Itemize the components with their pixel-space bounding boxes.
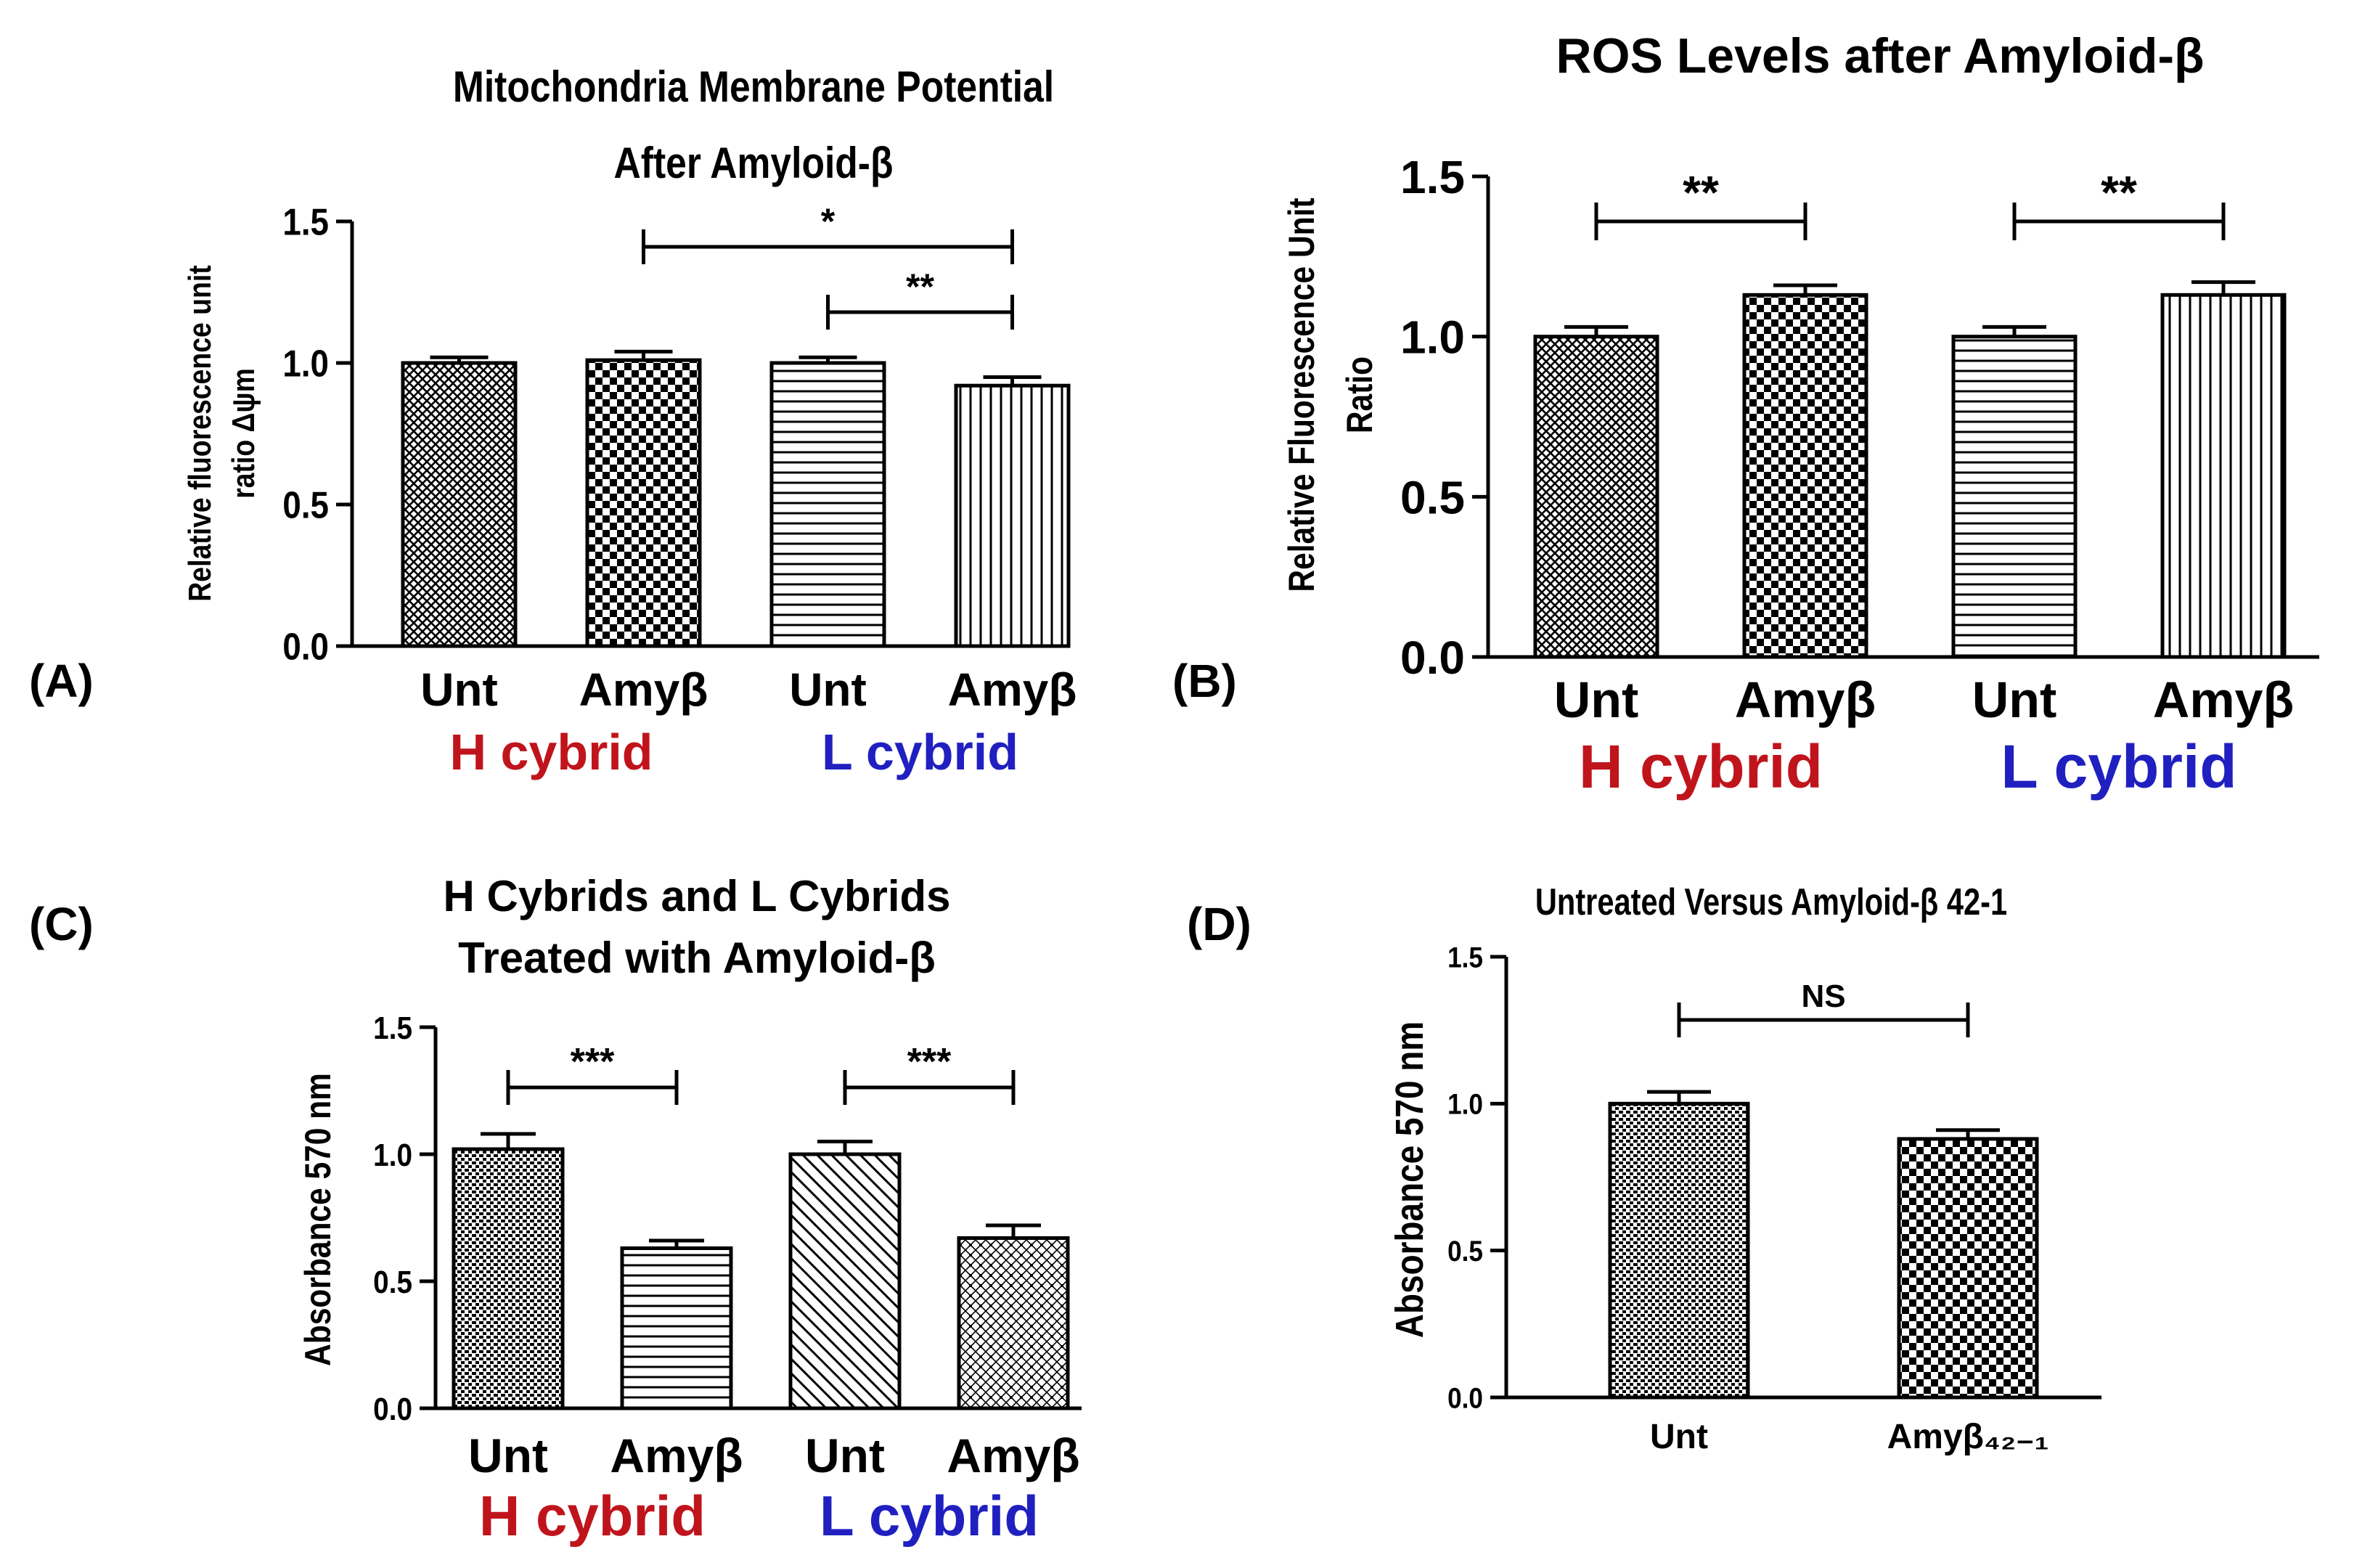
significance-label: ** xyxy=(1683,166,1719,219)
group-label: L cybrid xyxy=(820,1484,1039,1548)
y-tick-label: 0.0 xyxy=(1400,632,1465,684)
y-axis-label: Absorbance 570 nm xyxy=(1388,1021,1431,1338)
category-label: Amyβ xyxy=(610,1429,743,1482)
panel-d-chart: 0.0 0.5 1.0 1.5 Absorbance 570 nm Unt Amyβ₄₂₋₁… xyxy=(1388,941,2101,1456)
category-label: Unt xyxy=(420,663,498,716)
y-axis-label: ratio Δψm xyxy=(225,368,261,499)
panel-a-label: (A) xyxy=(29,655,94,707)
panel-a-chart: 0.0 0.5 1.0 1.5 Relative fluorescence unit ra… xyxy=(181,201,1077,780)
bar xyxy=(2160,293,2287,659)
panel-d: (D) Untreated Versus Amyloid-β 42-1 0.00… xyxy=(1187,881,2101,1456)
panel-c-label: (C) xyxy=(29,898,94,950)
significance-label: ** xyxy=(906,266,934,307)
bar xyxy=(620,1246,733,1410)
panel-c-subtitle: Treated with Amyloid-β xyxy=(458,934,936,982)
y-tick-label: 0.0 xyxy=(282,626,329,668)
category-label: Amyβ xyxy=(947,1429,1079,1482)
group-label: L cybrid xyxy=(2001,732,2237,801)
bar xyxy=(769,361,886,648)
category-label: Amyβ xyxy=(948,663,1077,716)
category-label: Amyβ xyxy=(579,663,708,716)
bar xyxy=(788,1152,902,1410)
group-label: H cybrid xyxy=(1579,732,1823,801)
category-label: Amyβ xyxy=(1735,671,1876,728)
panel-a-title: Mitochondria Membrane Potential xyxy=(453,62,1054,111)
significance-label: NS xyxy=(1801,979,1845,1014)
panel-a: (A) Mitochondria Membrane Potential Afte… xyxy=(29,62,1077,780)
panel-c-title: H Cybrids and L Cybrids xyxy=(443,872,950,920)
panel-b-title: ROS Levels after Amyloid-β xyxy=(1556,28,2205,83)
y-tick-label: 1.0 xyxy=(1447,1088,1483,1121)
category-label: Amyβ xyxy=(2153,671,2294,728)
bar xyxy=(585,358,702,648)
significance-label: * xyxy=(821,201,836,242)
y-tick-label: 1.0 xyxy=(282,343,329,385)
y-tick-label: 0.0 xyxy=(373,1390,412,1426)
y-tick-label: 1.0 xyxy=(1400,311,1465,364)
significance-label: *** xyxy=(571,1041,615,1083)
y-tick-label: 1.5 xyxy=(282,202,329,243)
significance-label: *** xyxy=(907,1041,952,1083)
panel-d-label: (D) xyxy=(1187,898,1251,950)
y-tick-label: 0.0 xyxy=(1447,1381,1483,1414)
panel-b-label: (B) xyxy=(1172,655,1237,707)
group-label: L cybrid xyxy=(822,724,1018,780)
y-tick-label: 1.5 xyxy=(1400,151,1465,203)
bar xyxy=(452,1147,565,1410)
category-label: Unt xyxy=(805,1429,885,1482)
bar xyxy=(1742,293,1868,659)
y-axis-label: Ratio xyxy=(1339,356,1380,433)
bar xyxy=(1897,1137,2039,1400)
y-axis-label: Relative Fluorescence Unit xyxy=(1281,197,1322,592)
category-label: Unt xyxy=(468,1429,548,1482)
y-tick-label: 0.5 xyxy=(1400,471,1465,523)
y-tick-label: 0.5 xyxy=(1447,1235,1483,1267)
significance-label: ** xyxy=(2101,166,2137,219)
bar xyxy=(1951,335,2078,659)
bar xyxy=(954,383,1071,648)
panel-b: (B) ROS Levels after Amyloid-β 0.0 0.5 1.0… xyxy=(1172,28,2319,801)
y-tick-label: 1.5 xyxy=(1447,941,1483,973)
y-axis-label: Absorbance 570 nm xyxy=(298,1073,338,1366)
panel-d-title: Untreated Versus Amyloid-β 42-1 xyxy=(1535,881,2007,923)
bar xyxy=(401,361,518,648)
panel-a-subtitle: After Amyloid-β xyxy=(614,138,894,187)
category-label: Unt xyxy=(1972,671,2057,728)
panel-b-chart: 0.0 0.5 1.0 1.5 Relative Fluorescence Unit Ra… xyxy=(1281,151,2319,801)
panel-c-chart: 0.0 0.5 1.0 1.5 Absorbance 570 nm Unt Amyβ Unt A… xyxy=(298,1009,1082,1548)
y-axis-label: Relative fluorescence unit xyxy=(181,265,218,602)
category-label: Unt xyxy=(789,663,867,716)
panel-c: (C) H Cybrids and L Cybrids Treated with… xyxy=(29,872,1082,1548)
group-label: H cybrid xyxy=(479,1484,706,1548)
bar xyxy=(957,1236,1070,1410)
category-label: Unt xyxy=(1554,671,1639,728)
y-tick-label: 0.5 xyxy=(282,485,329,526)
category-label: Unt xyxy=(1650,1418,1708,1456)
y-tick-label: 1.0 xyxy=(373,1136,412,1172)
category-label: Amyβ₄₂₋₁ xyxy=(1887,1418,2049,1456)
group-label: H cybrid xyxy=(449,724,653,780)
bar xyxy=(1533,335,1659,659)
y-tick-label: 0.5 xyxy=(373,1263,412,1299)
y-tick-label: 1.5 xyxy=(373,1009,412,1045)
bar xyxy=(1608,1101,1750,1400)
